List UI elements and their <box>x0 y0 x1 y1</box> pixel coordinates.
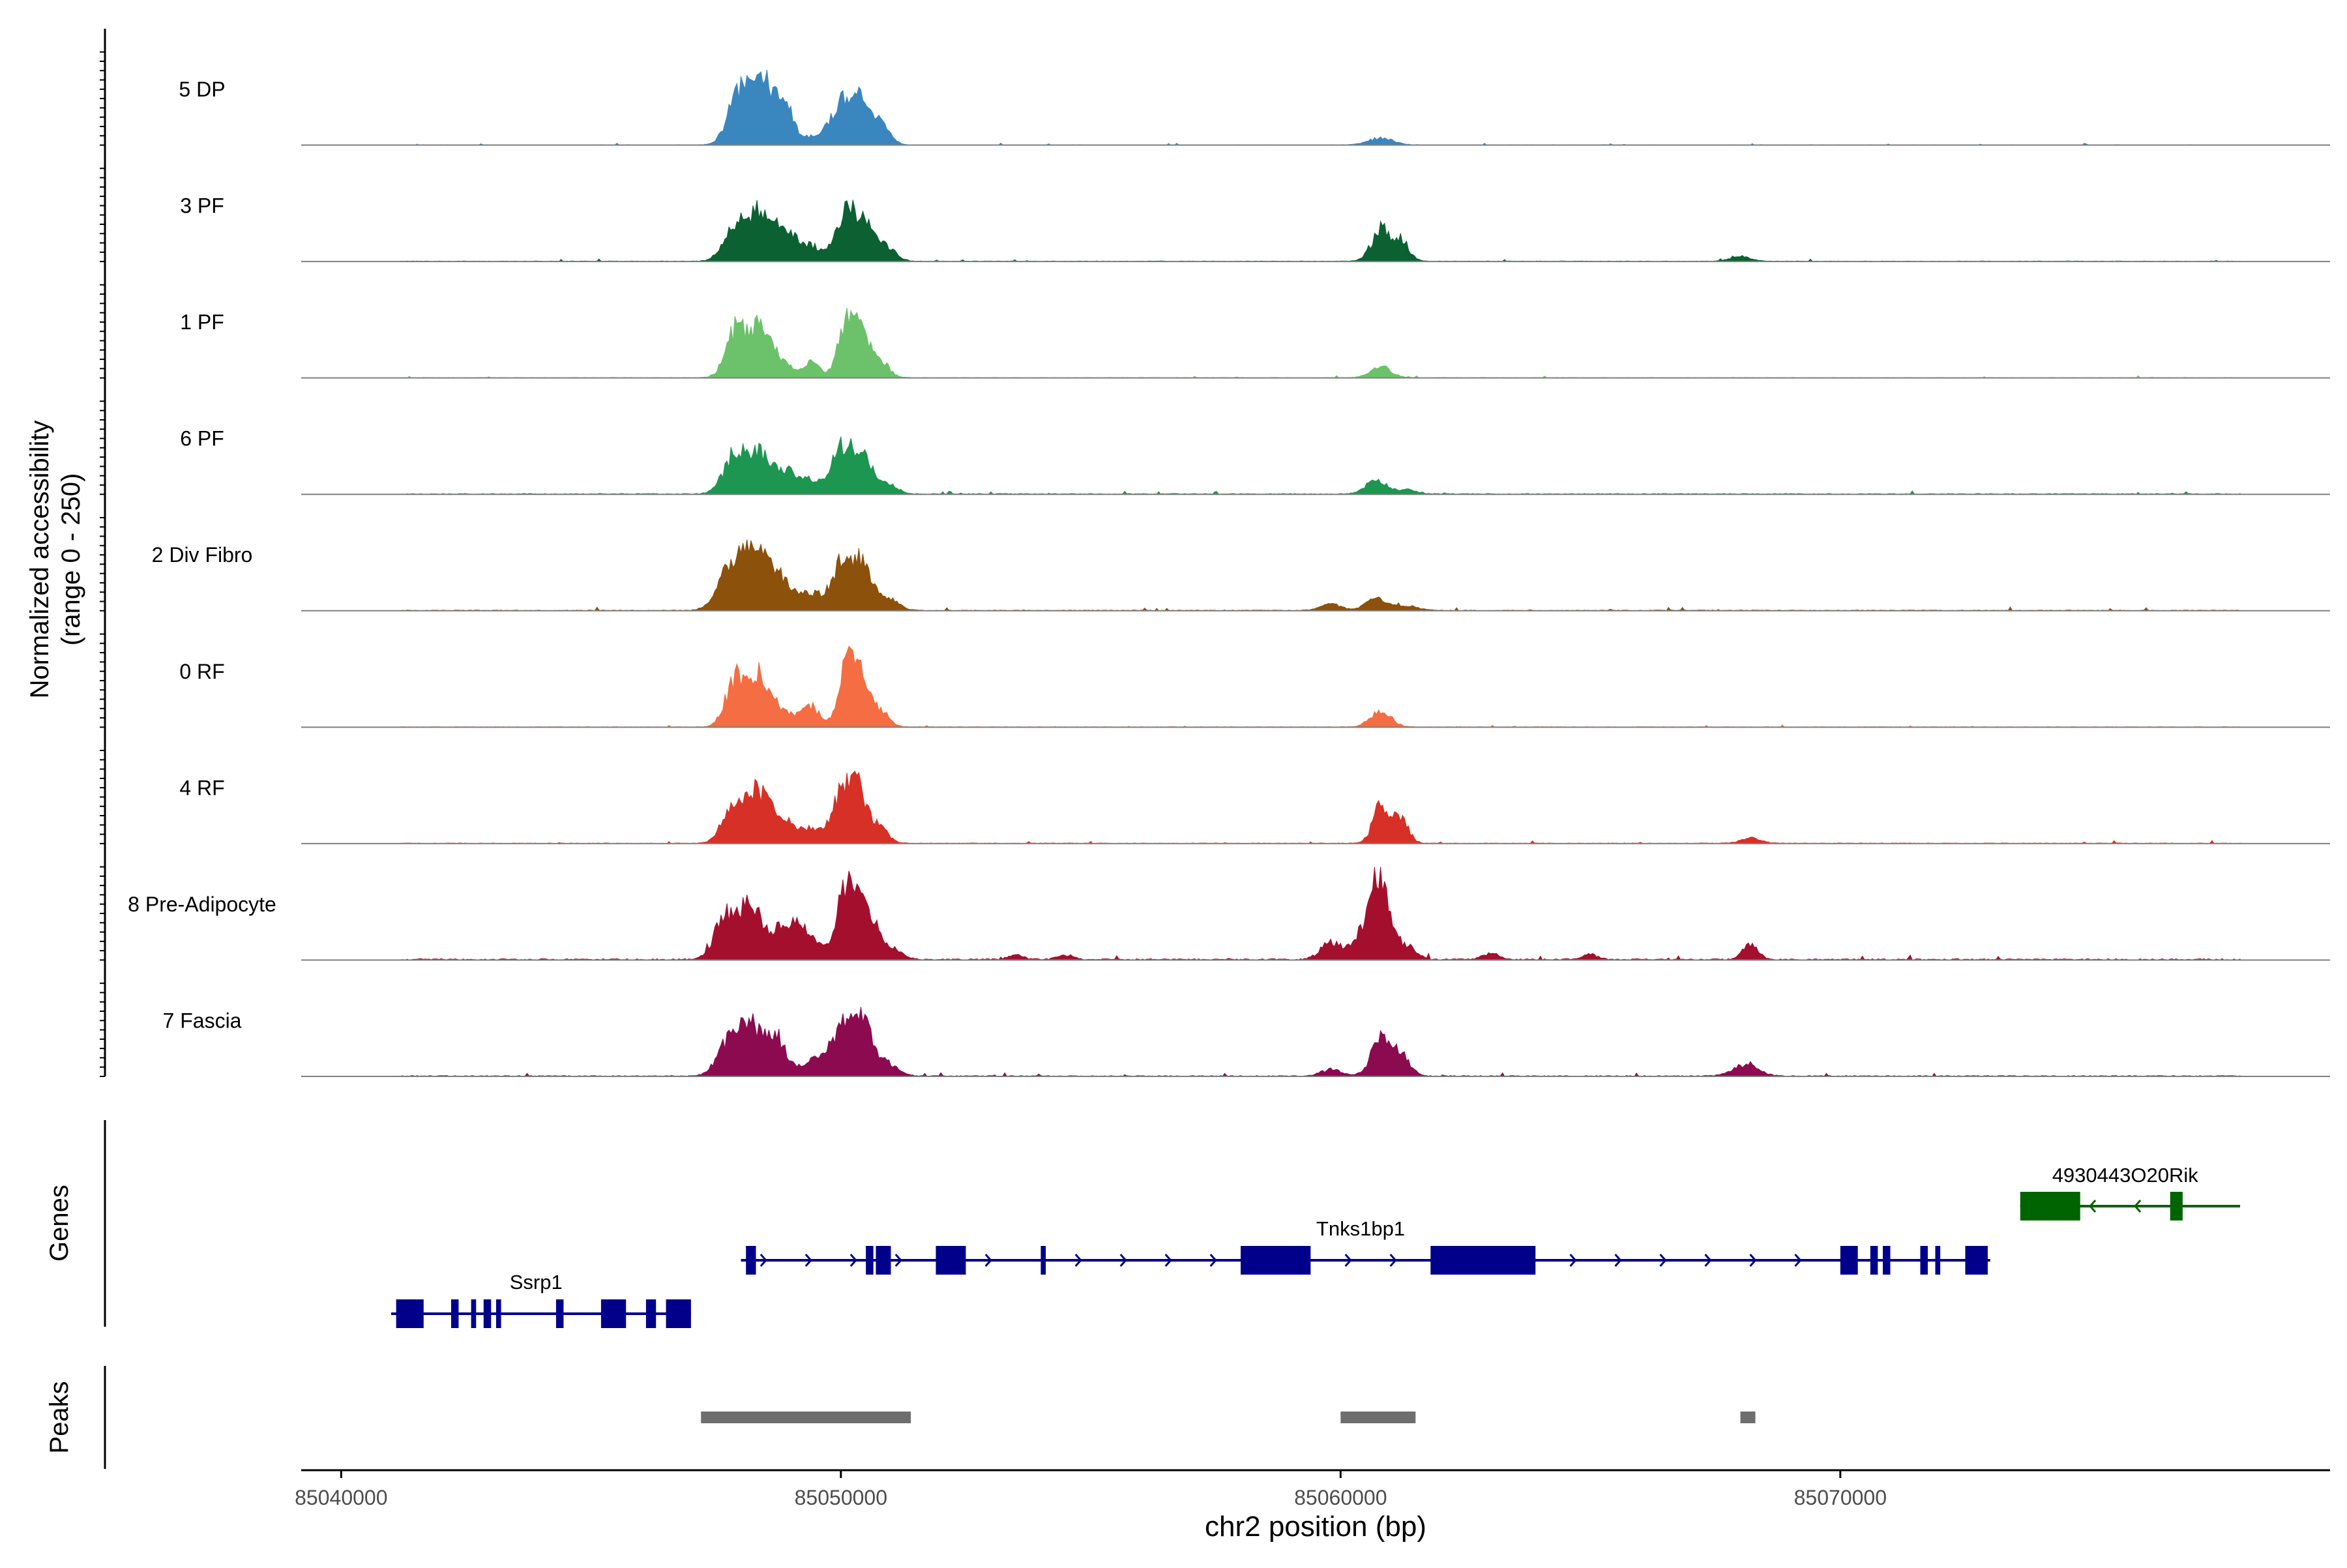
track-label: 1 PF <box>180 310 224 334</box>
track-4-rf: 4 RF <box>179 771 2330 844</box>
exon <box>555 1299 564 1328</box>
coverage-area <box>301 307 2241 379</box>
coverage-area <box>301 1007 2241 1077</box>
track-label: 6 PF <box>180 427 224 451</box>
strand-arrow <box>894 1254 902 1267</box>
exon <box>1935 1246 1941 1275</box>
track-0-rf: 0 RF <box>179 645 2330 728</box>
x-tick-label: 85040000 <box>295 1486 387 1509</box>
exon <box>1430 1246 1536 1275</box>
genes-label: Genes <box>45 1185 74 1262</box>
exon <box>1840 1246 1858 1275</box>
exon <box>866 1246 874 1275</box>
exon <box>1965 1246 1988 1275</box>
track-6-pf: 6 PF <box>180 427 2330 496</box>
exon <box>876 1246 891 1275</box>
track-2-div-fibro: 2 Div Fibro <box>152 539 2330 612</box>
gene-label: Ssrp1 <box>510 1271 563 1294</box>
gene-track: Ssrp1 Tnks1bp1 4930443O20Rik <box>391 1164 2241 1328</box>
strand-arrow <box>849 1254 857 1267</box>
peak-region <box>701 1412 911 1423</box>
track-label: 8 Pre-Adipocyte <box>128 893 276 916</box>
track-1-pf: 1 PF <box>180 307 2330 379</box>
exon <box>2170 1192 2183 1220</box>
strand-arrow <box>804 1254 812 1267</box>
strand-arrow <box>2089 1200 2097 1213</box>
track-label: 5 DP <box>179 78 225 101</box>
strand-arrow <box>1704 1254 1712 1267</box>
x-tick-label: 85050000 <box>795 1486 887 1509</box>
track-3-pf: 3 PF <box>180 194 2330 263</box>
strand-arrow <box>1209 1254 1217 1267</box>
exon <box>666 1299 691 1328</box>
coverage-area <box>301 771 2241 844</box>
x-axis-ticks: 85040000 85050000 85060000 85070000 <box>295 1470 1887 1509</box>
exon <box>600 1299 627 1328</box>
coverage-tracks: 5 DP 3 PF 1 PF 6 PF 2 Div Fibro 0 RF 4 RF 8 Pre… <box>128 70 2330 1077</box>
exon <box>746 1246 756 1275</box>
strand-arrow <box>1794 1254 1802 1267</box>
track-8-pre-adipocyte: 8 Pre-Adipocyte <box>128 866 2330 961</box>
exon <box>471 1299 477 1328</box>
exon <box>1882 1246 1891 1275</box>
strand-arrow <box>984 1254 992 1267</box>
peak-region <box>1340 1412 1416 1423</box>
exon <box>483 1299 492 1328</box>
track-label: 3 PF <box>180 194 224 218</box>
gene-label: 4930443O20Rik <box>2052 1164 2199 1187</box>
track-7-fascia: 7 Fascia <box>163 1007 2330 1077</box>
exon <box>1241 1246 1311 1275</box>
x-tick-label: 85070000 <box>1794 1486 1887 1509</box>
exon <box>936 1246 966 1275</box>
coverage-area <box>301 866 2241 960</box>
exon <box>450 1299 459 1328</box>
peaks-label: Peaks <box>45 1381 74 1453</box>
strand-arrow <box>1569 1254 1577 1267</box>
strand-arrow <box>1749 1254 1757 1267</box>
strand-arrow <box>1389 1254 1397 1267</box>
exon <box>1920 1246 1928 1275</box>
peak-track <box>701 1412 1756 1423</box>
coverage-area <box>301 645 2241 728</box>
track-label: 2 Div Fibro <box>152 543 253 567</box>
strand-arrow <box>1659 1254 1667 1267</box>
coverage-y-ticks <box>100 51 105 1077</box>
track-label: 7 Fascia <box>163 1009 242 1032</box>
exon <box>2020 1192 2080 1220</box>
coverage-y-label-line1: Normalized accessibility <box>25 421 54 699</box>
coverage-area <box>301 539 2241 612</box>
exon <box>396 1299 424 1328</box>
track-5-dp: 5 DP <box>179 70 2330 146</box>
track-label: 0 RF <box>179 660 224 683</box>
x-axis-title: chr2 position (bp) <box>1205 1511 1426 1543</box>
strand-arrow <box>1119 1254 1127 1267</box>
coverage-area <box>301 200 2241 262</box>
strand-arrow <box>1074 1254 1082 1267</box>
gene-label: Tnks1bp1 <box>1316 1217 1405 1240</box>
track-label: 4 RF <box>179 776 224 799</box>
gene-tnks1bp1: Tnks1bp1 <box>741 1217 1990 1275</box>
strand-arrow <box>2134 1200 2142 1213</box>
strand-arrow <box>760 1254 767 1267</box>
exon <box>1041 1246 1046 1275</box>
exon <box>645 1299 657 1328</box>
gene-4930443o20rik: 4930443O20Rik <box>2020 1164 2241 1220</box>
strand-arrow <box>1614 1254 1622 1267</box>
exon <box>495 1299 501 1328</box>
coverage-area <box>301 70 2241 146</box>
peak-region <box>1740 1412 1756 1423</box>
gene-ssrp1: Ssrp1 <box>391 1271 691 1328</box>
strand-arrow <box>1164 1254 1172 1267</box>
x-tick-label: 85060000 <box>1294 1486 1387 1509</box>
coverage-area <box>301 436 2241 495</box>
strand-arrow <box>1344 1254 1352 1267</box>
exon <box>1870 1246 1878 1275</box>
coverage-y-label-line2: (range 0 - 250) <box>57 473 85 646</box>
